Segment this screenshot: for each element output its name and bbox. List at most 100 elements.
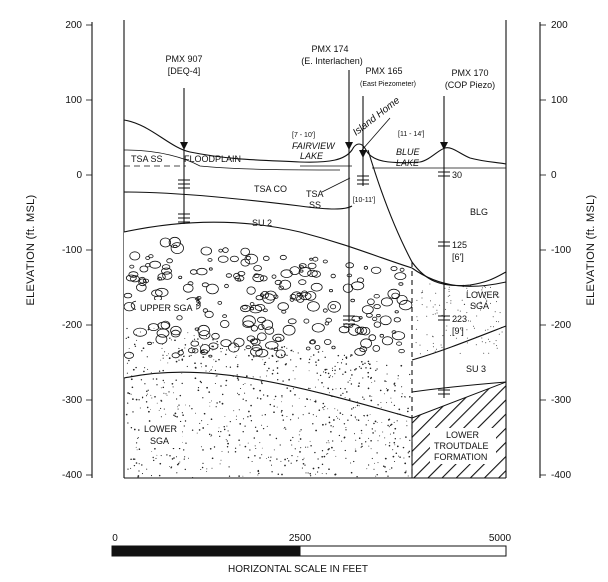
- sand-grain: [461, 329, 463, 331]
- sand-grain: [244, 382, 246, 384]
- sand-grain: [190, 354, 192, 357]
- sand-grain: [326, 453, 328, 455]
- sand-grain: [138, 470, 140, 472]
- sand-grain: [321, 455, 324, 458]
- sand-grain: [333, 450, 335, 451]
- gravel-clast: [136, 283, 147, 292]
- sand-grain: [280, 460, 282, 462]
- sand-grain: [151, 397, 153, 399]
- sand-grain: [191, 407, 193, 410]
- sand-grain: [271, 355, 274, 358]
- sand-grain: [286, 354, 288, 357]
- sand-grain: [138, 399, 140, 401]
- sand-grain: [244, 349, 246, 351]
- gravel-clast: [253, 265, 262, 272]
- sand-grain: [127, 402, 129, 404]
- sand-grain: [235, 345, 238, 347]
- sand-grain: [292, 388, 294, 390]
- sand-grain: [448, 286, 450, 288]
- sand-grain: [473, 327, 475, 329]
- sand-grain: [461, 299, 463, 301]
- sand-grain: [371, 381, 373, 383]
- gravel-clast: [359, 346, 368, 353]
- sand-grain: [165, 413, 167, 415]
- sand-grain: [235, 419, 237, 420]
- sand-grain: [387, 424, 389, 427]
- sand-grain: [313, 401, 315, 403]
- gravel-clast: [220, 339, 232, 348]
- sand-grain: [181, 431, 183, 433]
- sand-grain: [155, 378, 158, 380]
- sand-grain: [355, 417, 357, 419]
- gravel-clast: [376, 313, 381, 318]
- sand-grain: [386, 364, 388, 367]
- gravel-clast: [217, 255, 229, 263]
- sand-grain: [163, 382, 165, 384]
- sand-grain: [236, 365, 239, 368]
- sand-grain: [211, 457, 214, 460]
- sand-grain: [150, 372, 152, 374]
- sand-grain: [339, 412, 342, 414]
- sand-grain: [331, 367, 333, 369]
- sand-grain: [176, 472, 178, 474]
- sand-grain: [432, 313, 434, 315]
- gravel-clast: [363, 265, 368, 270]
- sand-grain: [362, 377, 364, 379]
- sand-grain: [324, 356, 326, 359]
- sand-grain: [263, 363, 266, 366]
- sand-grain: [160, 416, 162, 418]
- sand-grain: [256, 430, 259, 432]
- tsa-ss-arrow: [321, 177, 351, 193]
- sand-grain: [349, 380, 351, 382]
- sand-grain: [272, 369, 275, 372]
- sand-grain: [317, 379, 319, 381]
- sand-grain: [409, 373, 411, 376]
- sand-grain: [147, 389, 149, 391]
- sand-grain: [199, 345, 201, 347]
- sand-grain: [134, 345, 137, 347]
- sand-grain: [136, 438, 138, 439]
- sand-grain: [206, 468, 208, 470]
- gravel-clast: [303, 318, 310, 324]
- sand-grain: [175, 398, 178, 400]
- gravel-clast: [306, 301, 320, 312]
- gravel-clast: [139, 265, 149, 273]
- gravel-clast: [324, 321, 330, 326]
- sand-grain: [434, 350, 436, 352]
- sand-grain: [350, 414, 353, 417]
- sand-grain: [260, 380, 262, 382]
- gravel-clast: [194, 327, 200, 331]
- sand-grain: [480, 301, 482, 303]
- sand-grain: [163, 408, 165, 410]
- sand-grain: [317, 458, 319, 460]
- gravel-clast: [190, 340, 200, 347]
- sand-grain: [426, 306, 428, 308]
- well-pmx174: PMX 174 (E. Interlachen): [301, 44, 363, 325]
- sand-grain: [208, 433, 211, 436]
- sand-grain: [346, 391, 348, 393]
- sand-grain: [470, 307, 472, 309]
- sand-grain: [498, 333, 500, 335]
- sand-grain: [146, 468, 148, 470]
- sand-grain: [132, 368, 135, 371]
- gravel-clast: [379, 333, 384, 338]
- sand-grain: [450, 300, 452, 302]
- gravel-clast: [128, 271, 139, 278]
- sand-grain: [167, 362, 169, 364]
- gravel-clast: [322, 259, 328, 264]
- sand-grain: [249, 415, 252, 417]
- sand-grain: [327, 448, 330, 451]
- sand-grain: [273, 449, 275, 451]
- gravel-clast: [233, 337, 245, 347]
- sand-grain: [342, 358, 344, 361]
- sand-grain: [390, 467, 393, 469]
- sand-grain: [215, 406, 217, 408]
- sand-grain: [259, 398, 262, 400]
- sand-grain: [377, 404, 379, 406]
- sand-grain: [234, 450, 237, 453]
- sand-grain: [321, 463, 324, 466]
- scale-label-5000: 5000: [489, 533, 512, 544]
- sand-grain: [135, 446, 137, 448]
- sand-grain: [355, 439, 357, 441]
- sand-grain: [215, 360, 217, 363]
